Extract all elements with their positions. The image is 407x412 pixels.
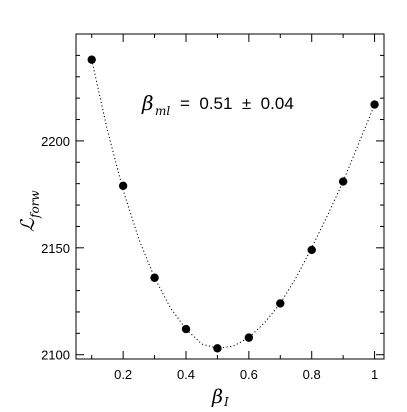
y-tick-label: 2200 (41, 134, 70, 149)
data-point (338, 177, 348, 186)
data-point (181, 324, 191, 334)
axis-ticks: 0.2 0.4 0.6 0.8 1 2100 2150 2200 (41, 33, 384, 382)
y-tick-label: 2100 (41, 348, 70, 363)
y-axis-label-group: ℒ forw (17, 190, 42, 232)
x-axis-label: β (211, 386, 223, 407)
y-axis-label: ℒ (17, 217, 39, 232)
data-point (87, 55, 96, 64)
x-tick-label: 0.8 (303, 367, 321, 382)
data-point (244, 333, 254, 342)
data-point (118, 181, 128, 191)
plot-border (75, 33, 385, 360)
y-axis-label-subscript: forw (28, 190, 42, 219)
annotation-beta-subscript: ml (155, 104, 170, 118)
annotation-beta-symbol: β (141, 91, 154, 115)
data-point (370, 100, 379, 109)
x-tick-label: 0.4 (177, 367, 195, 382)
data-points (87, 55, 379, 353)
x-tick-label: 0.2 (114, 367, 132, 382)
data-point (307, 245, 316, 255)
y-tick-label: 2150 (41, 241, 70, 256)
x-axis-label-subscript: I (223, 395, 229, 407)
data-point (150, 273, 159, 282)
data-point (213, 344, 222, 353)
x-tick-label: 0.6 (240, 367, 258, 382)
annotation-value: = 0.51 ± 0.04 (180, 94, 294, 113)
plot-frame (75, 33, 385, 360)
data-point (276, 299, 285, 308)
x-tick-label: 1 (371, 367, 378, 382)
